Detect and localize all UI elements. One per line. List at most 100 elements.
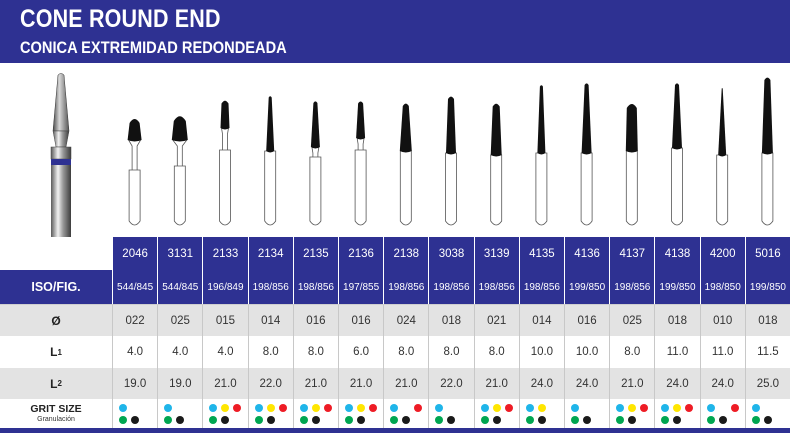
l2-cell: 21.0 [292,368,338,399]
iso-cell: 199/850 [654,270,699,304]
bur-drawing-2138 [399,103,412,226]
diameter-cell: 018 [654,305,699,337]
bur-neck [356,137,365,150]
l2-cell: 24.0 [654,368,699,399]
grit-dot-black [266,415,275,424]
code-cell: 2133 [202,237,247,270]
grit-dot-red [504,403,513,412]
diameter-cell: 015 [202,305,247,337]
code-cell: 3038 [428,237,473,270]
page-subtitle: CONICA EXTREMIDAD REDONDEADA [20,38,287,57]
grit-dot-cyan [661,403,670,412]
grit-cell [112,399,157,428]
l1-cell: 8.0 [428,336,473,368]
grit-dot-cyan [751,403,760,412]
diameter-cell: 024 [383,305,428,337]
grit-dot-cyan [435,403,444,412]
iso-cell: 197/855 [338,270,383,304]
grit-dot-black [402,415,411,424]
iso-cell: 198/856 [609,270,654,304]
bur-shank [399,150,412,226]
grit-dot-black [447,415,456,424]
diameter-cell: 021 [473,305,519,337]
grit-dot-cyan [525,403,534,412]
grit-dot-cyan [119,403,128,412]
l1-cell: 8.0 [473,336,519,368]
l1-cell: 4.0 [202,336,247,368]
bur-drawing-3139 [490,103,503,226]
grit-title: GRIT SIZE [30,403,82,416]
grit-label: GRIT SIZE Granulación [0,399,112,428]
bur-drawing-3038 [445,96,457,226]
code-cell: 2136 [338,237,383,270]
iso-cell: 196/849 [202,270,247,304]
l2-cell: 19.0 [157,368,202,399]
grit-dot-green [706,415,715,424]
iso-row: ISO/FIG. 544/845 544/845 196/849 198/856 198… [0,270,790,304]
grit-dot-red [233,403,242,412]
bur-drawing-4200 [716,88,729,226]
bur-shank [761,152,774,226]
l1-cell: 8.0 [609,336,654,368]
grit-dot-green [661,415,670,424]
iso-cell: 198/856 [473,270,519,304]
bur-shank [445,152,457,226]
iso-label: ISO/FIG. [31,280,81,294]
bur-shank [309,156,322,226]
grit-dot-black [673,415,682,424]
bur-head [266,96,275,153]
grit-dot-cyan [480,403,489,412]
bur-neck [311,146,320,157]
code-cell: 4136 [564,237,609,270]
diameter-cell: 025 [157,305,202,337]
bur-drawing-4136 [580,83,593,226]
code-cell: 3139 [473,237,519,270]
grit-dot-black [583,415,592,424]
code-cell: 4138 [654,237,699,270]
grit-cell [428,399,473,428]
bur-shank [580,152,593,226]
l2-cell: 19.0 [112,368,157,399]
grit-dot-green [616,415,625,424]
bur-shank [219,149,231,226]
code-cell: 4137 [609,237,654,270]
grit-dot-cyan [571,403,580,412]
grit-dot-green [299,415,308,424]
bur-closeup-image [50,73,72,237]
l1-cell: 4.0 [112,336,157,368]
grit-dot-yellow [673,403,682,412]
code-cell: 2135 [292,237,338,270]
diameter-cell: 014 [518,305,564,337]
l2-cell: 21.0 [202,368,247,399]
iso-cell: 544/845 [157,270,202,304]
grit-dot-red [685,403,694,412]
l2-cell: 22.0 [428,368,473,399]
l2-cell: 21.0 [473,368,519,399]
bur-drawing-5016 [761,77,774,226]
iso-cell: 199/850 [744,270,790,304]
grit-dot-red [730,403,739,412]
grit-dot-yellow [537,403,546,412]
code-cell: 2138 [383,237,428,270]
grit-dot-green [119,415,128,424]
grit-dot-green [390,415,399,424]
grit-cell [383,399,428,428]
iso-cell: 198/856 [292,270,338,304]
l2-cell: 24.0 [518,368,564,399]
diameter-cell: 014 [247,305,293,337]
bur-head [127,119,142,142]
bur-drawing-2046 [127,119,142,226]
code-cell: 2134 [247,237,293,270]
diameter-cell: 016 [338,305,383,337]
bur-head [718,88,727,157]
iso-cell: 198/856 [518,270,564,304]
grit-cell [292,399,338,428]
bur-drawing-2135 [309,101,322,226]
grit-dot-yellow [266,403,275,412]
bur-neck [172,139,188,166]
grit-dot-green [164,415,173,424]
bur-head [537,85,546,155]
bur-shank [173,165,186,226]
bur-head [446,96,456,155]
